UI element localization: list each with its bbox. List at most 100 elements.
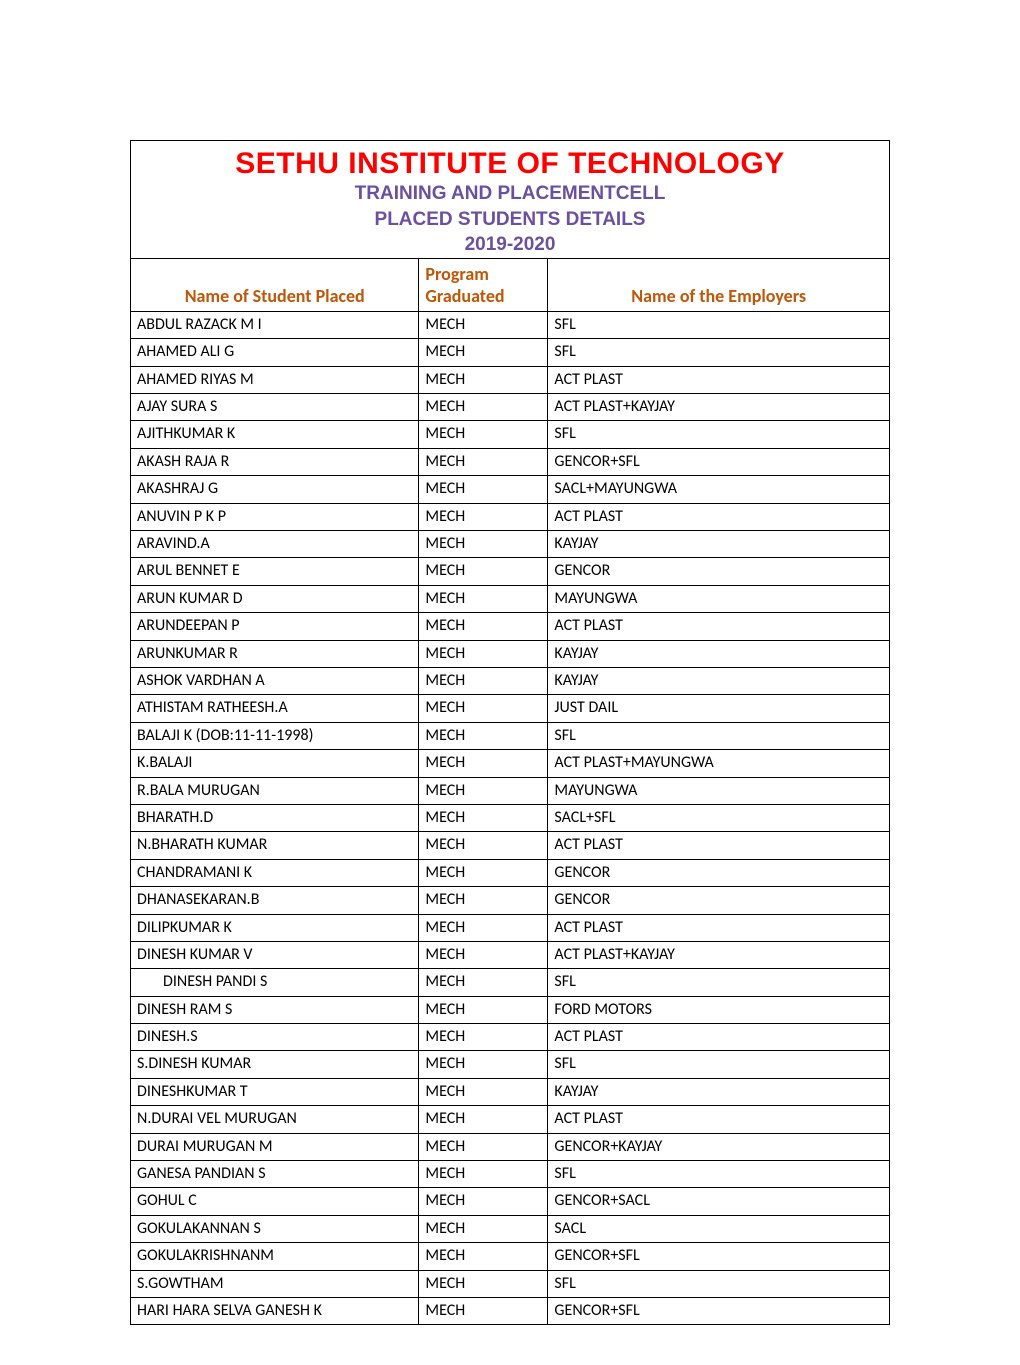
table-row: GOHUL CMECHGENCOR+SACL [131, 1188, 890, 1215]
cell-program: MECH [419, 722, 548, 749]
table-row: AJITHKUMAR KMECHSFL [131, 421, 890, 448]
cell-program: MECH [419, 1270, 548, 1297]
cell-program: MECH [419, 585, 548, 612]
table-row: DINESHKUMAR TMECHKAYJAY [131, 1078, 890, 1105]
cell-student-name: K.BALAJI [131, 750, 419, 777]
cell-program: MECH [419, 311, 548, 338]
cell-student-name: ANUVIN P K P [131, 503, 419, 530]
cell-employer: SFL [548, 1270, 890, 1297]
cell-student-name: BALAJI K (DOB:11-11-1998) [131, 722, 419, 749]
cell-program: MECH [419, 804, 548, 831]
cell-employer: ACT PLAST [548, 832, 890, 859]
cell-employer: SACL+MAYUNGWA [548, 476, 890, 503]
cell-student-name: ABDUL RAZACK M I [131, 311, 419, 338]
cell-employer: GENCOR+SFL [548, 448, 890, 475]
cell-student-name: AHAMED ALI G [131, 339, 419, 366]
cell-employer: SACL [548, 1215, 890, 1242]
cell-student-name: CHANDRAMANI K [131, 859, 419, 886]
cell-employer: SFL [548, 311, 890, 338]
cell-student-name: DINESH KUMAR V [131, 941, 419, 968]
cell-employer: JUST DAIL [548, 695, 890, 722]
cell-student-name: GOKULAKANNAN S [131, 1215, 419, 1242]
cell-employer: SFL [548, 339, 890, 366]
cell-employer: KAYJAY [548, 640, 890, 667]
cell-employer: ACT PLAST [548, 613, 890, 640]
cell-employer: ACT PLAST [548, 503, 890, 530]
table-row: ARUN KUMAR DMECHMAYUNGWA [131, 585, 890, 612]
cell-employer: ACT PLAST [548, 366, 890, 393]
table-row: DINESH.SMECHACT PLAST [131, 1024, 890, 1051]
cell-program: MECH [419, 1024, 548, 1051]
cell-student-name: GANESA PANDIAN S [131, 1161, 419, 1188]
cell-student-name: S.GOWTHAM [131, 1270, 419, 1297]
cell-program: MECH [419, 1188, 548, 1215]
cell-student-name: S.DINESH KUMAR [131, 1051, 419, 1078]
table-row: ARUL BENNET EMECHGENCOR [131, 558, 890, 585]
cell-employer: GENCOR+SFL [548, 1243, 890, 1270]
cell-program: MECH [419, 366, 548, 393]
cell-employer: SFL [548, 1161, 890, 1188]
table-row: S.DINESH KUMARMECHSFL [131, 1051, 890, 1078]
cell-program: MECH [419, 1133, 548, 1160]
table-row: DURAI MURUGAN MMECHGENCOR+KAYJAY [131, 1133, 890, 1160]
cell-employer: MAYUNGWA [548, 777, 890, 804]
cell-employer: ACT PLAST+KAYJAY [548, 394, 890, 421]
table-row: K.BALAJIMECHACT PLAST+MAYUNGWA [131, 750, 890, 777]
cell-student-name: DHANASEKARAN.B [131, 887, 419, 914]
table-row: BHARATH.DMECHSACL+SFL [131, 804, 890, 831]
cell-program: MECH [419, 1161, 548, 1188]
table-row: AKASH RAJA RMECHGENCOR+SFL [131, 448, 890, 475]
cell-program: MECH [419, 887, 548, 914]
cell-student-name: N.BHARATH KUMAR [131, 832, 419, 859]
cell-program: MECH [419, 832, 548, 859]
cell-student-name: ASHOK VARDHAN A [131, 668, 419, 695]
table-row: ARUNKUMAR RMECHKAYJAY [131, 640, 890, 667]
column-header-row: Name of Student Placed Program Graduated… [131, 258, 890, 311]
cell-title: TRAINING AND PLACEMENTCELL [135, 181, 885, 207]
table-row: BALAJI K (DOB:11-11-1998)MECHSFL [131, 722, 890, 749]
table-row: ARAVIND.AMECHKAYJAY [131, 531, 890, 558]
table-row: GOKULAKANNAN SMECHSACL [131, 1215, 890, 1242]
cell-student-name: AHAMED RIYAS M [131, 366, 419, 393]
cell-student-name: AJITHKUMAR K [131, 421, 419, 448]
cell-student-name: ATHISTAM RATHEESH.A [131, 695, 419, 722]
cell-student-name: DILIPKUMAR K [131, 914, 419, 941]
cell-employer: ACT PLAST+MAYUNGWA [548, 750, 890, 777]
cell-program: MECH [419, 695, 548, 722]
table-row: DINESH RAM SMECHFORD MOTORS [131, 996, 890, 1023]
cell-program: MECH [419, 1051, 548, 1078]
cell-program: MECH [419, 1243, 548, 1270]
cell-program: MECH [419, 448, 548, 475]
cell-program: MECH [419, 503, 548, 530]
cell-student-name: DINESHKUMAR T [131, 1078, 419, 1105]
cell-employer: SFL [548, 1051, 890, 1078]
year-title: 2019-2020 [135, 232, 885, 258]
table-row: ARUNDEEPAN PMECHACT PLAST [131, 613, 890, 640]
placement-table: SETHU INSTITUTE OF TECHNOLOGY TRAINING A… [130, 140, 890, 1325]
cell-program: MECH [419, 558, 548, 585]
cell-student-name: HARI HARA SELVA GANESH K [131, 1297, 419, 1324]
cell-employer: SFL [548, 421, 890, 448]
cell-program: MECH [419, 969, 548, 996]
table-row: CHANDRAMANI KMECHGENCOR [131, 859, 890, 886]
cell-student-name: BHARATH.D [131, 804, 419, 831]
cell-employer: GENCOR+SACL [548, 1188, 890, 1215]
cell-student-name: AKASH RAJA R [131, 448, 419, 475]
title-row: SETHU INSTITUTE OF TECHNOLOGY TRAINING A… [131, 141, 890, 259]
cell-employer: ACT PLAST+KAYJAY [548, 941, 890, 968]
cell-employer: ACT PLAST [548, 1106, 890, 1133]
cell-student-name: GOKULAKRISHNANM [131, 1243, 419, 1270]
institute-title: SETHU INSTITUTE OF TECHNOLOGY [135, 147, 885, 181]
table-row: AHAMED ALI GMECHSFL [131, 339, 890, 366]
cell-program: MECH [419, 640, 548, 667]
cell-student-name: ARUNKUMAR R [131, 640, 419, 667]
cell-employer: SFL [548, 722, 890, 749]
cell-employer: SACL+SFL [548, 804, 890, 831]
cell-program: MECH [419, 859, 548, 886]
table-row: ATHISTAM RATHEESH.AMECHJUST DAIL [131, 695, 890, 722]
cell-program: MECH [419, 421, 548, 448]
col-header-name: Name of Student Placed [131, 258, 419, 311]
table-row: ABDUL RAZACK M IMECHSFL [131, 311, 890, 338]
cell-student-name: DINESH PANDI S [131, 969, 419, 996]
cell-student-name: ARUNDEEPAN P [131, 613, 419, 640]
